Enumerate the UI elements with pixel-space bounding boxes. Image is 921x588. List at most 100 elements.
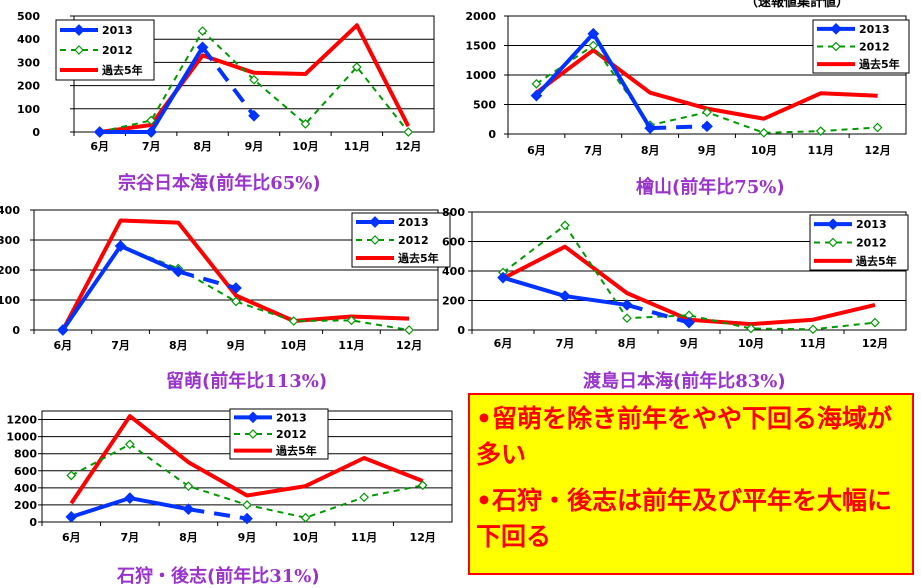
series-2012-point <box>66 470 77 481</box>
y-tick-label: 100 <box>17 103 40 116</box>
caption-rumoi: 留萌(前年比113%) <box>166 367 327 393</box>
caption-oshima-pct: 83% <box>735 371 778 392</box>
x-tick-label: 12月 <box>864 144 890 157</box>
x-tick-label: 7月 <box>584 144 603 157</box>
x-tick-label: 10月 <box>292 140 318 153</box>
x-tick-label: 9月 <box>238 531 257 544</box>
y-tick-label: 200 <box>17 80 40 93</box>
series-2013-point <box>114 240 127 252</box>
series-2013-segment <box>188 507 248 521</box>
series-2013-point <box>230 282 242 294</box>
summary-box: •留萌を除き前年をやや下回る海域が多い •石狩・後志は前年及び平年を大幅に下回る <box>468 393 914 575</box>
series-2012-point <box>872 122 883 133</box>
caption-ishikari: 石狩・後志(前年比31%) <box>117 562 320 588</box>
legend-marker-s2013 <box>247 411 259 424</box>
series-2013-point <box>621 299 633 311</box>
x-tick-label: 9月 <box>227 339 246 352</box>
series-2013-point <box>65 511 78 523</box>
legend-label-avg: 過去5年 <box>101 63 143 77</box>
series-2012-point <box>197 26 208 36</box>
caption-rumoi-close: ) <box>318 371 328 392</box>
series-2013-point <box>530 89 543 102</box>
legend-label-s2013: 2013 <box>859 23 890 36</box>
series-2013-point <box>124 492 136 504</box>
x-tick-label: 6月 <box>90 140 109 153</box>
legend-label-avg: 過去5年 <box>397 251 439 265</box>
legend-marker-s2012 <box>74 45 84 55</box>
series-2013-segment <box>119 244 180 274</box>
series-2013-point <box>559 290 571 302</box>
x-tick-label: 11月 <box>338 339 364 352</box>
x-tick-label: 10月 <box>751 144 777 157</box>
x-tick-label: 7月 <box>556 337 575 350</box>
y-tick-label: 100 <box>0 294 20 307</box>
x-tick-label: 6月 <box>54 339 73 352</box>
series-2013-point <box>587 27 600 40</box>
series-2013-segment <box>177 269 237 290</box>
y-tick-label: 800 <box>14 448 37 461</box>
series-2012-point <box>759 127 769 138</box>
series-2013-point <box>701 120 713 133</box>
legend-marker-s2013 <box>827 218 839 231</box>
series-2012-point <box>808 324 818 335</box>
y-tick-label: 500 <box>17 10 40 23</box>
y-tick-label: 400 <box>442 265 465 278</box>
legend: 2013 2012 過去5年 <box>351 212 451 268</box>
y-tick-label: 400 <box>17 33 40 46</box>
series-2013-segment <box>502 275 566 298</box>
series-2013-segment <box>534 32 595 98</box>
x-tick-label: 6月 <box>527 144 546 157</box>
legend-label-s2013: 2013 <box>276 411 307 424</box>
series-2012-point <box>288 316 299 326</box>
caption-soya-pct: 65% <box>270 173 313 194</box>
x-tick-label: 7月 <box>142 140 161 153</box>
legend-label-s2013: 2013 <box>102 24 133 37</box>
y-tick-label: 800 <box>442 206 465 219</box>
caption-ishikari-pct: 31% <box>269 566 312 587</box>
caption-rumoi-name: 留萌(前年比 <box>166 371 265 392</box>
series-2012-point <box>352 62 362 72</box>
x-tick-label: 10月 <box>281 339 307 352</box>
series-2012-point <box>183 481 194 491</box>
series-2013-point <box>644 122 656 134</box>
series-2012-point <box>231 296 241 307</box>
series-2012-point <box>300 119 311 129</box>
y-tick-label: 2000 <box>465 10 496 23</box>
legend: 2013 2012 過去5年 <box>812 19 910 74</box>
y-tick-label: 600 <box>14 465 37 478</box>
series-2012-point <box>249 74 259 85</box>
legend-label-s2012: 2012 <box>276 428 307 441</box>
summary-point-2: •石狩・後志は前年及び平年を大幅に下回る <box>476 486 892 551</box>
series-2012-point <box>870 317 880 328</box>
series-2012-point <box>417 480 428 491</box>
caption-hiyama-name: 檜山(前年比 <box>636 177 735 198</box>
y-tick-label: 1200 <box>6 414 37 427</box>
series-2012-point <box>346 315 357 326</box>
x-tick-label: 8月 <box>641 144 660 157</box>
x-tick-label: 9月 <box>680 337 699 350</box>
legend-label-s2012: 2012 <box>859 41 890 54</box>
series-2012-point <box>746 323 756 334</box>
y-tick-label: 400 <box>0 204 20 217</box>
x-tick-label: 7月 <box>121 531 140 544</box>
series-2012-point <box>403 127 414 137</box>
x-tick-label: 12月 <box>862 337 888 350</box>
caption-hiyama-close: ) <box>776 177 785 198</box>
chart-panel-5: 0 200 400 600 800 1000 1200 6月 7月 8月 9月 10月 11月 12月 20… <box>6 408 453 544</box>
caption-soya-name: 宗谷日本海(前年比 <box>118 173 271 194</box>
x-tick-label: 10月 <box>292 531 318 544</box>
y-tick-label: 300 <box>17 56 40 69</box>
caption-oshima-name: 渡島日本海(前年比 <box>583 371 736 392</box>
y-tick-label: 1000 <box>6 431 37 444</box>
y-tick-label: 0 <box>457 324 465 337</box>
y-tick-label: 400 <box>14 482 37 495</box>
series-avg-line <box>69 414 424 505</box>
legend-label-avg: 過去5年 <box>275 444 317 458</box>
series-2013-point <box>182 503 195 516</box>
series-2012-point <box>125 439 135 450</box>
y-tick-label: 0 <box>488 128 496 141</box>
series-2012-point <box>146 115 156 126</box>
